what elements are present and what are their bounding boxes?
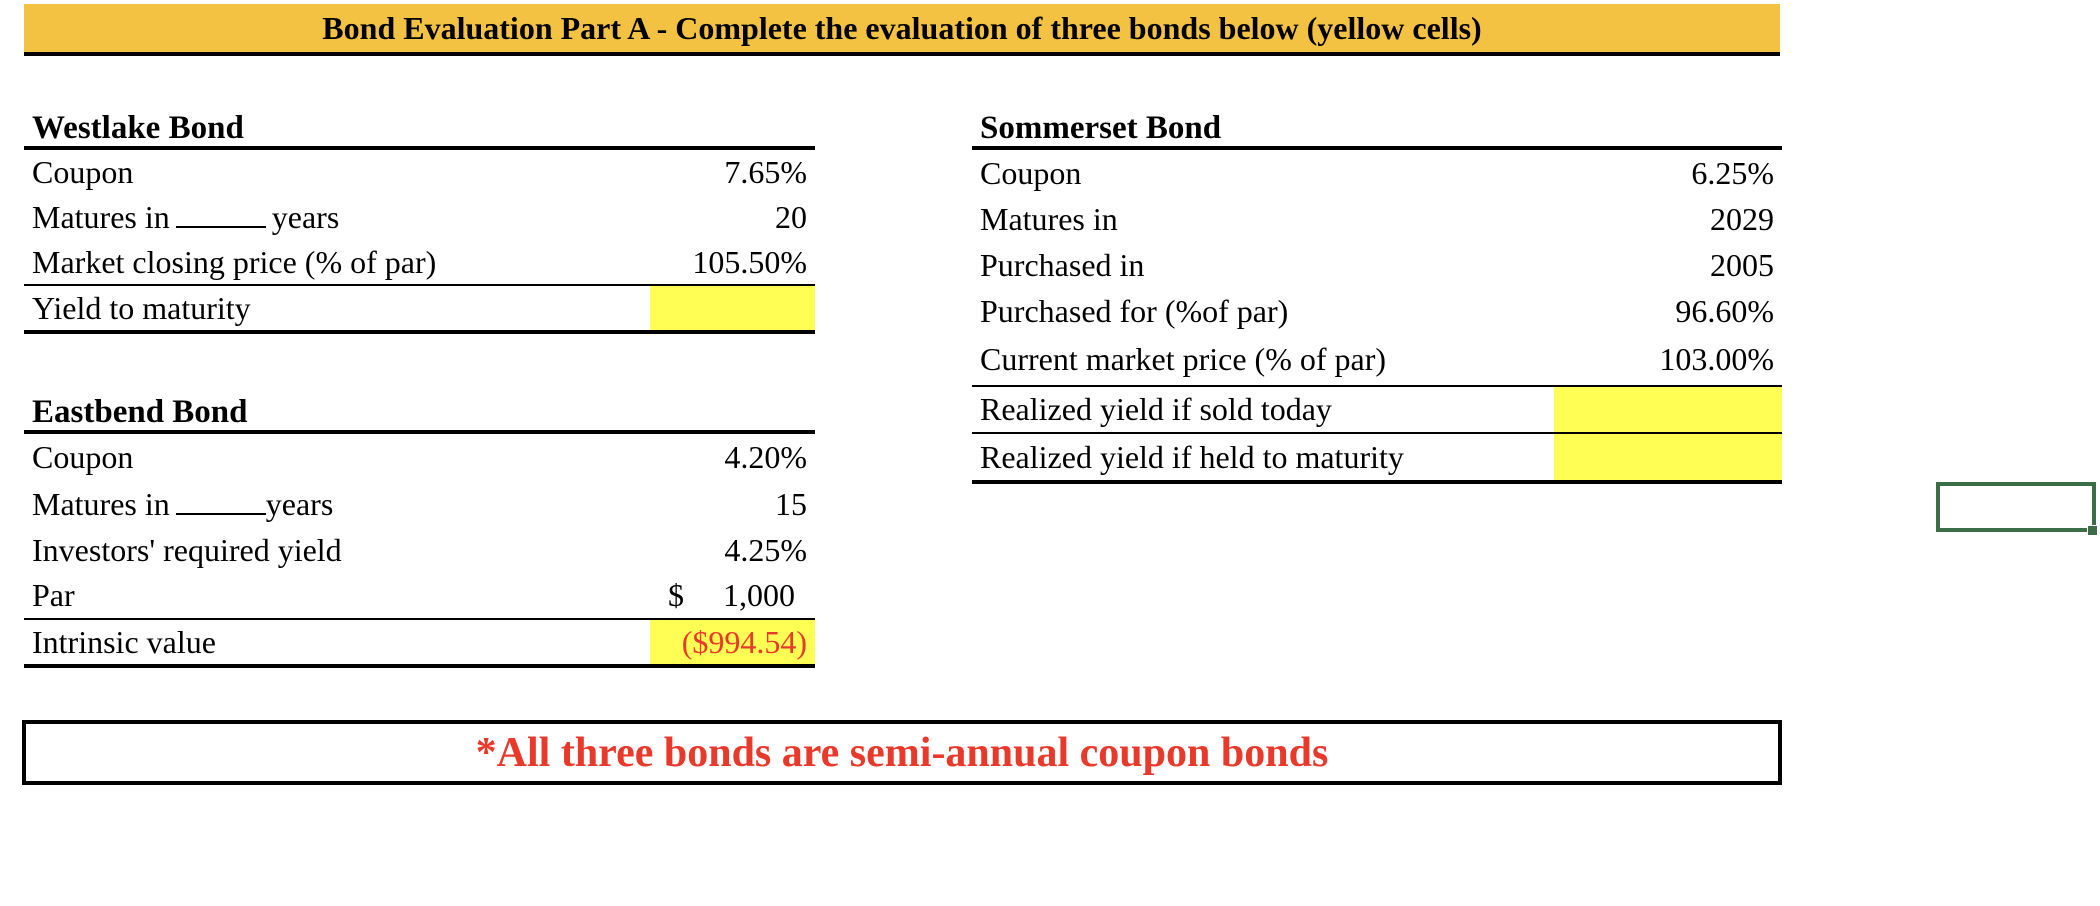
westlake-ytm-input-cell[interactable] [650, 286, 815, 330]
westlake-market-price-label: Market closing price (% of par) [32, 243, 437, 280]
sommerset-bond-header: Sommerset Bond [972, 106, 1782, 150]
sommerset-held-maturity-input-cell[interactable] [1554, 434, 1782, 480]
eastbend-bond-table: Eastbend Bond Coupon 4.20% Matures in yea… [24, 390, 815, 668]
sommerset-current-price-cell[interactable]: 103.00% [1659, 341, 1774, 377]
table-row: Coupon 4.20% [24, 434, 815, 481]
sommerset-held-maturity-label: Realized yield if held to maturity [980, 438, 1404, 475]
sommerset-matures-cell[interactable]: 2029 [1710, 200, 1774, 237]
selected-cell[interactable] [1936, 482, 2098, 536]
westlake-matures-label: Matures in years [32, 199, 340, 235]
eastbend-coupon-label: Coupon [32, 439, 134, 475]
sommerset-purchased-for-cell[interactable]: 96.60% [1675, 292, 1774, 329]
blank-line [175, 200, 266, 228]
table-row: Matures in 2029 [972, 196, 1782, 242]
eastbend-matures-label: Matures in years [32, 486, 334, 522]
table-row: Purchased in 2005 [972, 242, 1782, 288]
eastbend-intrinsic-value-label: Intrinsic value [32, 623, 216, 660]
fill-handle[interactable] [2087, 525, 2098, 536]
table-row: Yield to maturity [24, 284, 815, 334]
page-title: Bond Evaluation Part A - Complete the ev… [24, 4, 1780, 56]
sommerset-current-price-label: Current market price (% of par) [980, 341, 1387, 377]
eastbend-matures-cell[interactable]: 15 [775, 486, 807, 522]
sommerset-sold-today-input-cell[interactable] [1554, 387, 1782, 432]
table-row: Matures in years 20 [24, 195, 815, 240]
westlake-coupon-cell[interactable]: 7.65% [724, 154, 807, 190]
semi-annual-note: *All three bonds are semi-annual coupon … [22, 720, 1782, 785]
table-row: Coupon 6.25% [972, 150, 1782, 196]
table-row: Par $1,000 [24, 573, 815, 618]
eastbend-bond-header: Eastbend Bond [24, 390, 815, 434]
table-row: Realized yield if held to maturity [972, 434, 1782, 484]
sommerset-sold-today-label: Realized yield if sold today [980, 391, 1332, 427]
currency-symbol: $ [668, 577, 684, 613]
eastbend-required-yield-label: Investors' required yield [32, 532, 342, 568]
sommerset-purchased-for-label: Purchased for (%of par) [980, 292, 1289, 329]
eastbend-required-yield-cell[interactable]: 4.25% [724, 532, 807, 568]
eastbend-par-cell[interactable]: $1,000 [668, 577, 795, 613]
table-row: Market closing price (% of par) 105.50% [24, 240, 815, 284]
sommerset-purchased-in-cell[interactable]: 2005 [1710, 246, 1774, 283]
table-row: Current market price (% of par) 103.00% [972, 334, 1782, 385]
westlake-market-price-cell[interactable]: 105.50% [692, 243, 807, 280]
sommerset-coupon-label: Coupon [980, 154, 1082, 191]
westlake-bond-table: Westlake Bond Coupon 7.65% Matures in yea… [24, 106, 815, 334]
eastbend-par-label: Par [32, 577, 75, 613]
table-row: Coupon 7.65% [24, 150, 815, 195]
westlake-coupon-label: Coupon [32, 154, 134, 190]
westlake-ytm-label: Yield to maturity [32, 289, 251, 326]
westlake-bond-header: Westlake Bond [24, 106, 815, 150]
eastbend-coupon-cell[interactable]: 4.20% [724, 439, 807, 475]
table-row: Matures in years 15 [24, 481, 815, 528]
westlake-matures-cell[interactable]: 20 [775, 199, 807, 235]
sommerset-bond-table: Sommerset Bond Coupon 6.25% Matures in 2… [972, 106, 1782, 484]
table-row: Realized yield if sold today [972, 385, 1782, 434]
eastbend-intrinsic-value-cell[interactable]: ($994.54) [650, 620, 815, 664]
table-row: Investors' required yield 4.25% [24, 528, 815, 573]
sommerset-coupon-cell[interactable]: 6.25% [1691, 154, 1774, 191]
table-row: Intrinsic value ($994.54) [24, 618, 815, 668]
blank-line [175, 487, 266, 515]
table-row: Purchased for (%of par) 96.60% [972, 288, 1782, 334]
sommerset-matures-label: Matures in [980, 200, 1118, 237]
sommerset-purchased-in-label: Purchased in [980, 246, 1145, 283]
